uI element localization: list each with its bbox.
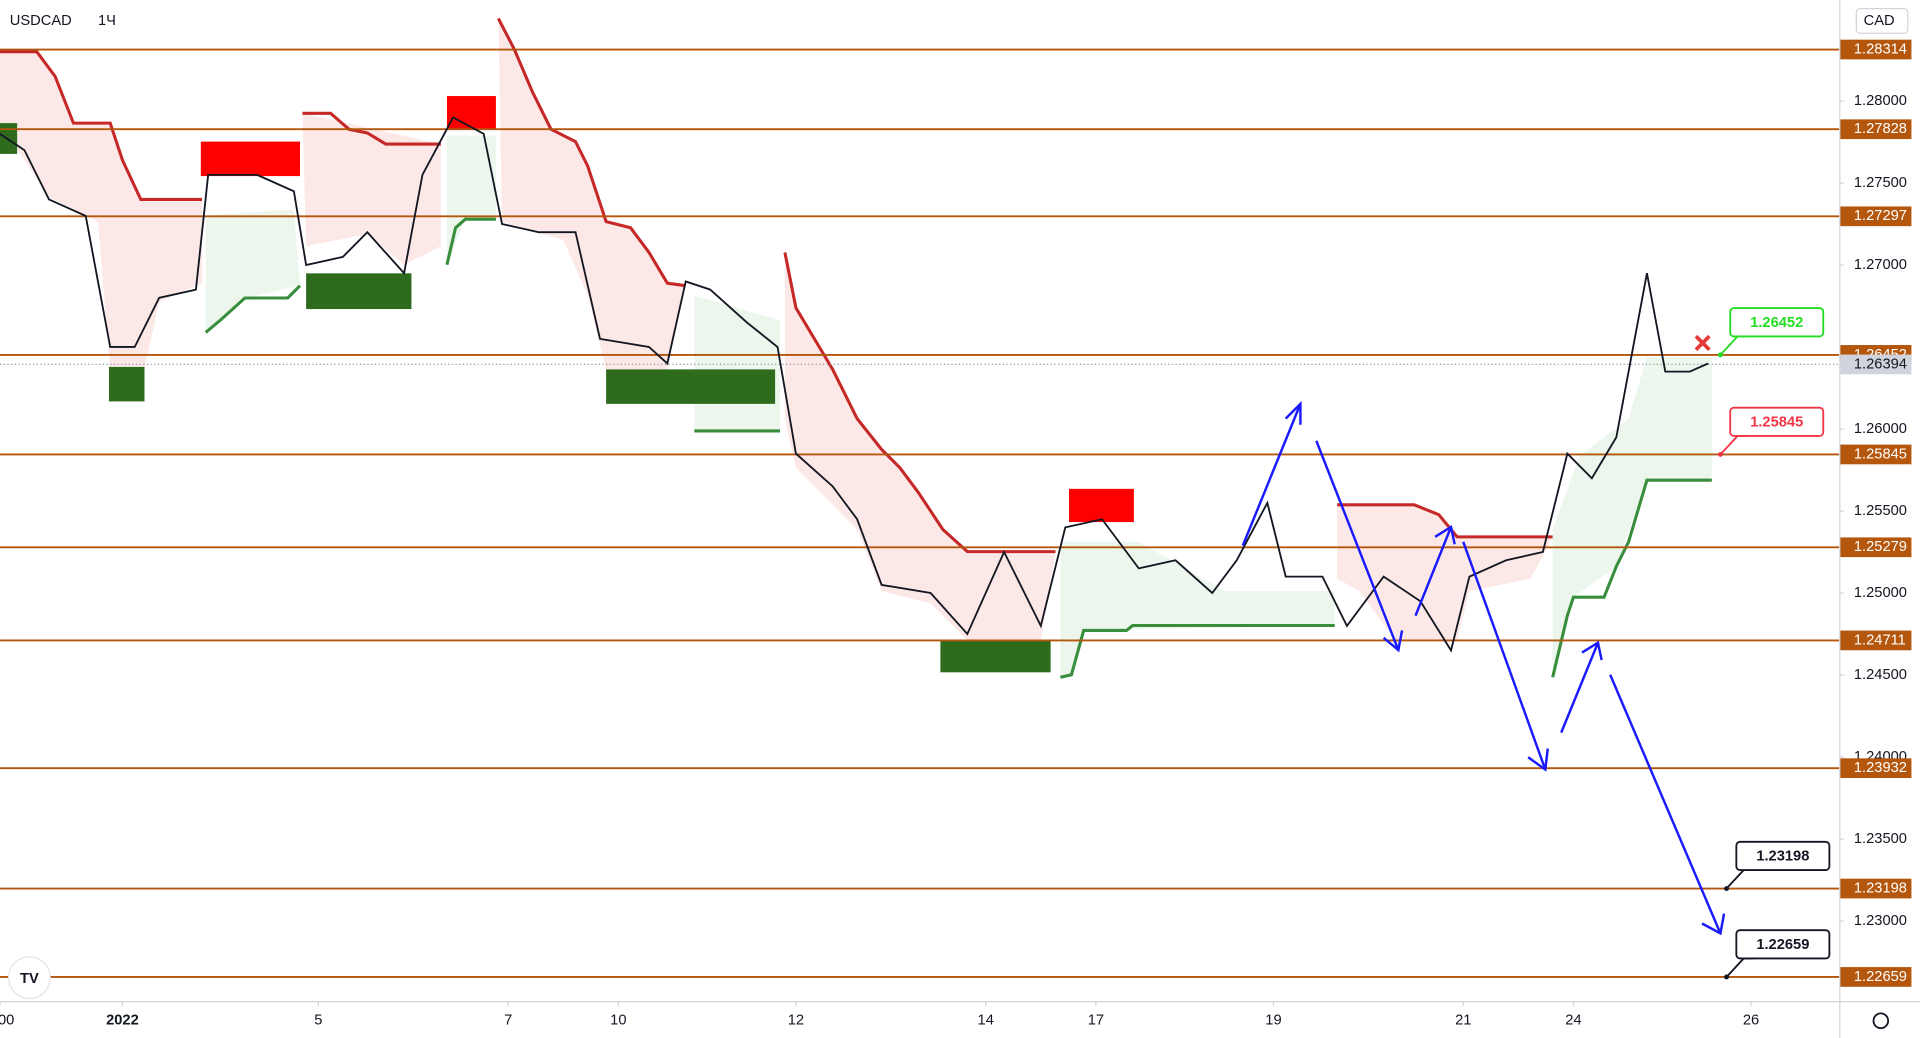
callout-anchor	[1724, 886, 1729, 892]
level-label-box	[1840, 967, 1912, 987]
x-tick-label: 0:00	[0, 1013, 14, 1029]
x-tick-label: 21	[1455, 1013, 1471, 1029]
levels	[0, 48, 1840, 978]
projection-arrows	[1241, 400, 1726, 936]
y-tick-label: 1.23500	[1854, 831, 1907, 847]
last-price-box	[1840, 354, 1912, 375]
y-tick-label: 1.25000	[1854, 585, 1907, 601]
y-tick-label: 1.27500	[1854, 175, 1907, 191]
level-label: 1.27297	[1854, 208, 1907, 224]
price-line	[0, 116, 1709, 653]
x-tick-label: 14	[978, 1013, 994, 1029]
level-label: 1.22659	[1854, 969, 1907, 985]
callout-label: 1.26452	[1750, 315, 1803, 331]
supply-zone	[1068, 488, 1134, 523]
callouts: 1.26452 1.25845 1.23198 1.22659	[1717, 307, 1831, 980]
level-label: 1.24711	[1854, 632, 1906, 648]
callout-label: 1.22659	[1756, 937, 1809, 953]
interval: 1Ч	[98, 13, 116, 29]
last-price-label: 1.26394	[1854, 356, 1907, 372]
supertrend	[0, 17, 1712, 679]
callout-box	[1735, 929, 1831, 960]
zones	[0, 96, 1134, 673]
close-marker	[1694, 334, 1711, 351]
level-label-box	[1840, 878, 1912, 899]
axes: 1.28000 1.27500 1.27000 1.26000 1.25500 1.250…	[0, 39, 1912, 1029]
y-tick-label: 1.27000	[1854, 257, 1907, 273]
y-tick-label: 1.28000	[1854, 93, 1907, 109]
demand-zone	[940, 640, 1051, 673]
callout-anchor	[1717, 451, 1723, 457]
level-label: 1.27828	[1854, 121, 1907, 137]
callout-box	[1735, 840, 1831, 872]
logo: TV	[7, 956, 51, 1000]
level-label: 1.23198	[1854, 880, 1907, 896]
callout-label: 1.23198	[1756, 848, 1809, 864]
x-tick-label: 24	[1565, 1013, 1581, 1029]
level-label: 1.25845	[1854, 446, 1907, 462]
x-tick-label: 5	[314, 1013, 322, 1029]
x-tick-label: 17	[1088, 1013, 1104, 1029]
symbol: USDCAD	[10, 13, 72, 29]
x-tick-label: 7	[504, 1013, 512, 1029]
supply-zone	[446, 96, 496, 130]
price	[0, 116, 1709, 653]
y-tick-label: 1.25500	[1854, 503, 1907, 519]
level-label-box	[1840, 119, 1912, 140]
callout-label: 1.25845	[1750, 414, 1803, 430]
level-label-box	[1840, 537, 1912, 558]
x-tick-label: 12	[788, 1013, 804, 1029]
y-tick-label: 1.26000	[1854, 421, 1907, 437]
currency-button[interactable]	[1855, 8, 1909, 34]
svg-text:TV: TV	[20, 971, 39, 987]
currency[interactable]: CAD	[1864, 13, 1895, 29]
x-tick-label: 10	[610, 1013, 626, 1029]
level-label: 1.25279	[1854, 539, 1907, 555]
callout-anchor	[1717, 352, 1723, 358]
demand-zone	[306, 273, 412, 310]
level-label-box	[1840, 444, 1912, 465]
callout-box	[1729, 307, 1825, 338]
level-label-box	[1840, 630, 1912, 651]
callout-box	[1729, 406, 1825, 437]
x-tick-label: 2022	[106, 1013, 139, 1029]
supply-zone	[200, 141, 300, 177]
y-tick-label: 1.23000	[1854, 913, 1907, 929]
x-tick-label: 19	[1265, 1013, 1281, 1029]
level-label: 1.23932	[1854, 760, 1907, 776]
y-tick-label: 1.24500	[1854, 667, 1907, 683]
level-label-box	[1840, 206, 1912, 227]
x-tick-label: 26	[1743, 1013, 1759, 1029]
level-label-box	[1840, 758, 1912, 779]
settings-button[interactable]	[1872, 1012, 1890, 1030]
level-label-box	[1840, 39, 1912, 60]
demand-zone	[606, 369, 776, 404]
callout-anchor	[1724, 974, 1729, 980]
level-label: 1.28314	[1854, 41, 1907, 57]
demand-zone	[108, 366, 145, 402]
